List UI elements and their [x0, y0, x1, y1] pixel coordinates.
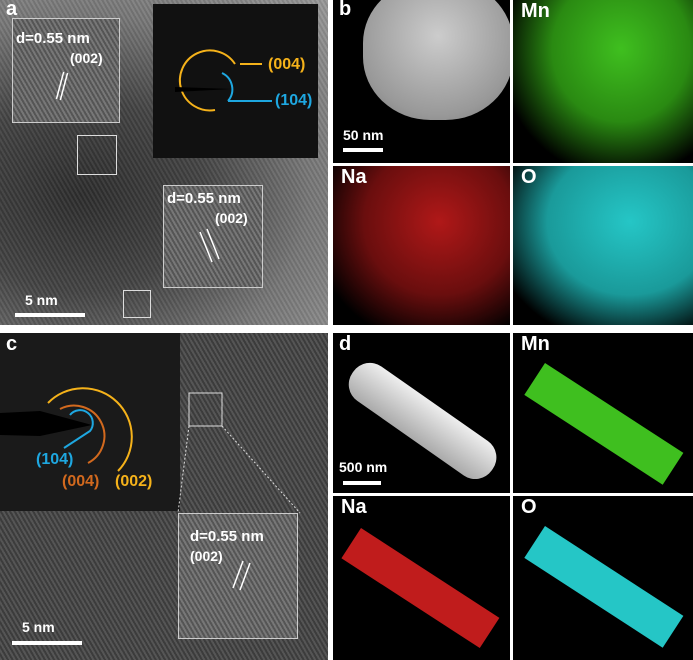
map-o: O: [513, 166, 693, 325]
plane-label: (002): [70, 50, 103, 66]
panel-a-hrtem: a d=0.55 nm (002) (004) (104) d=0.55 nm …: [0, 0, 328, 325]
map-na: Na: [333, 166, 510, 325]
saed-label-002: (002): [115, 473, 153, 490]
panel-label: a: [6, 0, 18, 20]
element-label: Na: [341, 496, 367, 518]
scale-bar: [343, 481, 381, 485]
lattice-inset-2: [163, 185, 263, 288]
element-label: Mn: [521, 333, 550, 355]
lattice-inset-1: [12, 18, 120, 123]
map-mn-rod: Mn: [513, 333, 693, 493]
map-na-rod: Na: [333, 496, 510, 660]
saed-label-004: (004): [268, 56, 306, 73]
lattice-lines: [199, 228, 220, 263]
d-spacing-label: d=0.55 nm: [16, 30, 90, 47]
scale-bar-label: 5 nm: [25, 292, 58, 308]
scale-bar: [12, 641, 82, 645]
panel-d-haadf: d 500 nm: [333, 333, 510, 493]
saed-label-104: (104): [36, 451, 74, 468]
scale-bar: [15, 313, 85, 317]
map-mn: Mn: [513, 0, 693, 163]
plane-label: (002): [215, 210, 248, 226]
roi-box: [123, 290, 151, 318]
panel-label: d: [339, 333, 352, 355]
element-label: Mn: [521, 0, 550, 22]
lattice-lines: [232, 560, 251, 591]
element-label: Na: [341, 166, 367, 188]
roi-box: [77, 135, 117, 175]
panel-label: c: [6, 333, 18, 355]
plane-label: (002): [190, 548, 223, 564]
scale-bar-label: 500 nm: [339, 459, 388, 475]
saed-annotations-a: [55, 49, 272, 259]
map-o-rod: O: [513, 496, 693, 660]
d-spacing-label: d=0.55 nm: [190, 528, 264, 545]
panel-label: b: [339, 0, 352, 20]
d-spacing-label: d=0.55 nm: [167, 190, 241, 207]
scale-bar-label: 50 nm: [343, 127, 384, 143]
saed-label-104: (104): [275, 92, 313, 109]
element-label: O: [521, 496, 537, 518]
saed-label-004: (004): [62, 473, 100, 490]
panel-c-hrtem: c (104) (004) (002) d=0.55 nm (002) 5 nm: [0, 333, 328, 660]
scale-bar-label: 5 nm: [22, 619, 55, 635]
panel-b-haadf: b 50 nm: [333, 0, 510, 163]
element-label: O: [521, 166, 537, 188]
scale-bar: [343, 148, 383, 152]
